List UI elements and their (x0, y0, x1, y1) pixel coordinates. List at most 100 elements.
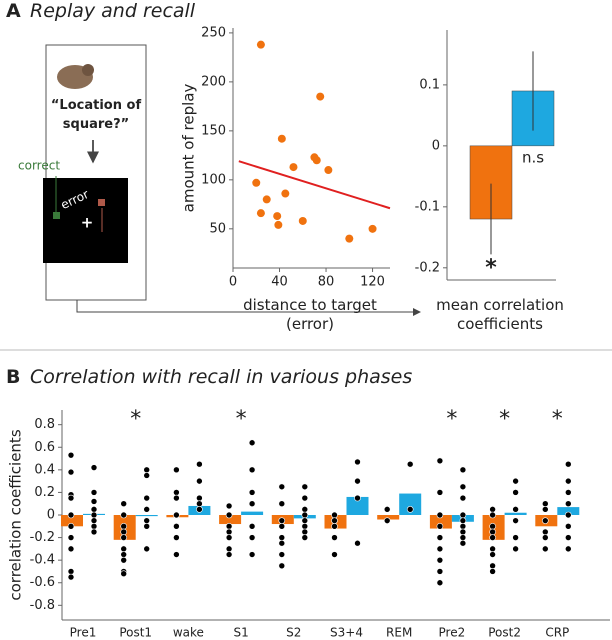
point (436, 457, 444, 465)
point (459, 511, 467, 519)
x-tick-label: Post1 (119, 626, 152, 640)
point (489, 528, 496, 536)
y-tick-label: 0.4 (34, 462, 55, 477)
y-axis-label: amount of replay (180, 84, 198, 213)
point (143, 545, 150, 553)
point (143, 466, 150, 474)
point (354, 458, 361, 466)
point (196, 460, 203, 468)
point (564, 534, 572, 541)
point (459, 534, 467, 541)
point (120, 556, 127, 564)
bar (429, 515, 452, 529)
point (278, 522, 286, 530)
point (316, 92, 325, 101)
point (301, 528, 309, 536)
point (120, 551, 127, 558)
point (273, 212, 282, 221)
point (564, 511, 572, 519)
point (120, 570, 127, 578)
point (143, 517, 150, 524)
panel-title: Replay and recall (30, 0, 196, 22)
point (274, 220, 283, 229)
y-tick-label: -0.1 (415, 199, 440, 214)
point (143, 472, 150, 479)
point (143, 522, 150, 530)
fit-line (238, 160, 391, 210)
point (312, 156, 321, 165)
point (278, 534, 286, 541)
point (298, 216, 307, 225)
panel-title: Correlation with recall in various phase… (30, 366, 413, 388)
point (278, 562, 286, 570)
point (331, 517, 338, 524)
x-tick-label: 120 (360, 275, 385, 290)
point (90, 506, 98, 513)
point (256, 209, 265, 218)
point (67, 545, 75, 553)
point (354, 477, 361, 485)
panel-label: B (6, 366, 21, 388)
y-tick-label: 150 (201, 123, 226, 138)
point (512, 534, 519, 541)
point (67, 534, 75, 541)
point (301, 483, 309, 491)
point (225, 534, 233, 541)
point (120, 500, 127, 508)
point (436, 522, 444, 530)
point (564, 522, 572, 530)
point (67, 568, 75, 575)
frog-head (82, 64, 94, 76)
response-square (98, 199, 105, 206)
point (120, 511, 127, 519)
point (489, 568, 496, 575)
point (248, 489, 256, 496)
point (196, 477, 203, 485)
point (459, 539, 467, 547)
point (67, 494, 75, 502)
y-tick-label: 100 (201, 172, 226, 187)
point (512, 545, 519, 553)
point (436, 545, 444, 553)
point (90, 517, 98, 524)
point (278, 517, 286, 524)
point (541, 528, 549, 536)
point (436, 534, 444, 541)
point (248, 439, 256, 447)
point (301, 534, 309, 541)
point (225, 545, 233, 553)
y-tick-label: 0.8 (34, 417, 55, 432)
bar (219, 515, 242, 525)
point (90, 489, 98, 496)
bar (504, 512, 527, 515)
point (173, 551, 180, 558)
point (120, 545, 127, 553)
point (436, 511, 444, 519)
point (173, 494, 180, 502)
x-tick-label: S2 (286, 626, 301, 640)
point (173, 466, 180, 474)
x-tick-label: S3+4 (330, 626, 363, 640)
point (436, 579, 444, 587)
y-tick-label: 0 (47, 508, 55, 523)
point (196, 500, 203, 508)
point (436, 568, 444, 575)
panel-label: A (6, 0, 21, 22)
point (489, 522, 496, 530)
x-axis-label: distance to target (error) (243, 296, 377, 333)
point (281, 189, 290, 198)
point (301, 517, 309, 524)
point (248, 500, 256, 508)
point (541, 545, 549, 553)
point (278, 539, 286, 547)
point (489, 534, 496, 541)
point (564, 545, 572, 553)
point (541, 506, 549, 513)
point (489, 562, 496, 570)
point (278, 551, 286, 558)
point (354, 494, 361, 502)
bar (61, 515, 83, 527)
fixation-cross: + (81, 214, 94, 232)
point (90, 511, 98, 519)
